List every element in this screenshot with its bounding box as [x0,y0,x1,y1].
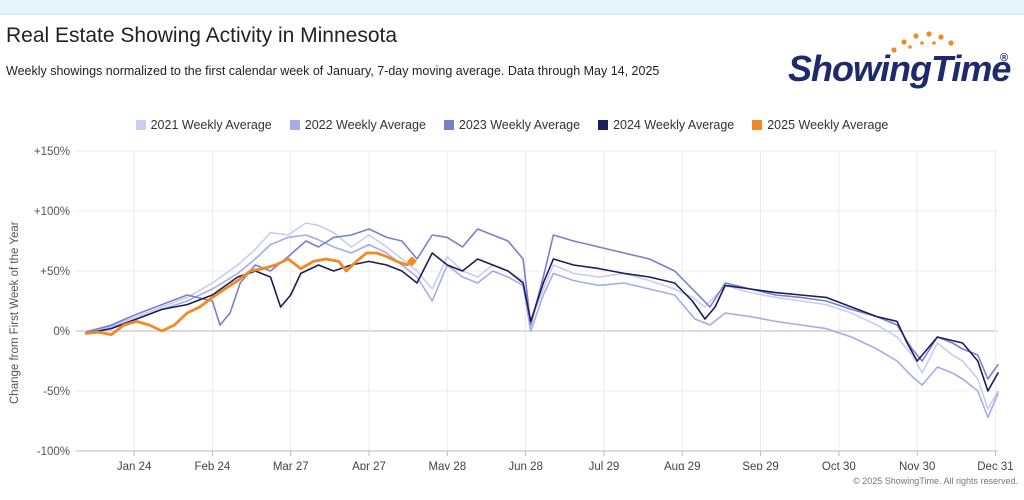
y-tick-label: 0% [53,326,70,338]
legend-swatch [598,120,609,130]
series-line [85,228,999,380]
legend-item[interactable]: 2023 Weekly Average [443,118,581,132]
legend-item[interactable]: 2022 Weekly Average [289,118,426,132]
legend-swatch [443,120,454,130]
x-tick-label: Jul 29 [589,461,620,470]
legend-label: 2024 Weekly Average [613,118,735,132]
x-tick-label: May 28 [428,461,466,470]
page-title: Real Estate Showing Activity in Minnesot… [6,24,398,47]
copyright-text: © 2025 ShowingTime. All rights reserved. [853,476,1018,486]
legend-swatch [752,120,763,130]
x-tick-label: Jan 24 [117,461,152,470]
legend-label: 2022 Weekly Average [304,118,426,132]
y-tick-label: +150% [34,146,70,158]
showingtime-logo: ShowingTime ® [788,30,1018,100]
x-tick-label: Sep 29 [742,461,778,470]
legend-label: 2021 Weekly Average [150,118,272,132]
y-tick-label: -100% [37,446,70,458]
y-tick-label: +100% [34,206,70,218]
legend-label: 2023 Weekly Average [458,118,581,132]
chart-legend: 2021 Weekly Average 2022 Weekly Average 20… [0,118,1024,132]
logo-dots-icon [891,31,954,53]
y-tick-label: -50% [43,386,70,398]
chart: +150% +100% +50% 0% -50% -100% Jan 24 Feb 24 Mar… [34,146,1014,470]
x-tick-label: Jun 28 [508,461,543,470]
x-tick-label: Mar 27 [273,461,309,470]
legend-item[interactable]: 2021 Weekly Average [135,118,272,132]
series-end-marker [406,256,417,267]
top-strip [0,0,1024,15]
x-tick-label: Dec 31 [977,461,1013,470]
logo-registered-mark: ® [1000,52,1009,64]
y-tick-label: +50% [40,266,70,278]
page-subtitle: Weekly showings normalized to the first … [6,64,660,78]
legend-swatch [135,120,146,130]
series-line [85,234,999,419]
series-line [85,252,999,392]
x-tick-label: Nov 30 [899,461,935,470]
legend-item[interactable]: 2024 Weekly Average [598,118,734,132]
series-line [85,222,999,410]
x-tick-label: Feb 24 [194,461,230,470]
series-line [84,251,414,337]
x-tick-label: Oct 30 [822,461,856,470]
legend-label: 2025 Weekly Average [767,118,889,132]
legend-swatch [289,120,300,130]
x-tick-label: Apr 27 [352,461,386,470]
logo-text: ShowingTime [788,48,1011,89]
x-tick-label: Aug 29 [664,461,700,470]
legend-item[interactable]: 2025 Weekly Average [752,118,888,132]
